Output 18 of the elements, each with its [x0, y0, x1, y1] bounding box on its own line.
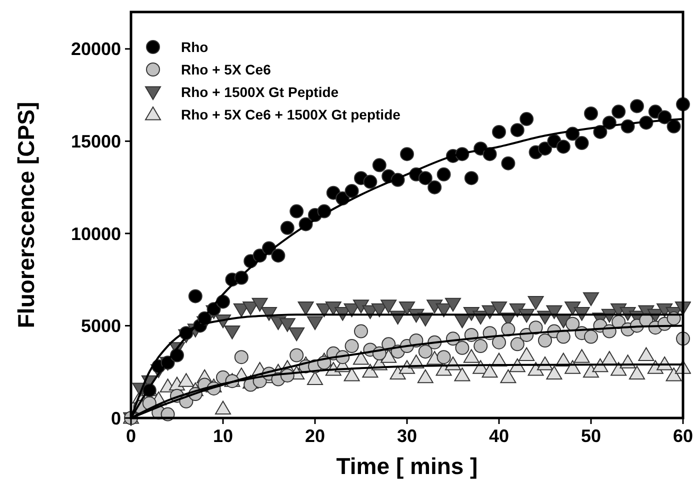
- legend-label: Rho + 1500X Gt Peptide: [181, 84, 339, 100]
- x-tick-label: 20: [304, 426, 326, 446]
- x-tick-label: 10: [212, 426, 234, 446]
- y-tick-label: 5000: [80, 316, 121, 336]
- x-axis-title: Time [ mins ]: [336, 453, 478, 479]
- y-axis-title: Fluorerscence [CPS]: [13, 102, 39, 328]
- x-tick-label: 50: [580, 426, 602, 446]
- y-tick-label: 10000: [70, 224, 121, 244]
- legend-label: Rho + 5X Ce6: [181, 61, 272, 78]
- legend-label: Rho: [181, 38, 208, 55]
- x-tick-label: 0: [126, 426, 136, 446]
- y-tick-label: 0: [110, 408, 121, 428]
- x-tick-label: 30: [396, 426, 418, 446]
- x-tick-label: 60: [672, 426, 694, 446]
- y-tick-label: 20000: [70, 39, 121, 60]
- x-tick-label: 40: [488, 426, 510, 446]
- legend-label: Rho + 5X Ce6 + 1500X Gt peptide: [181, 106, 401, 122]
- y-tick-label: 15000: [70, 131, 121, 152]
